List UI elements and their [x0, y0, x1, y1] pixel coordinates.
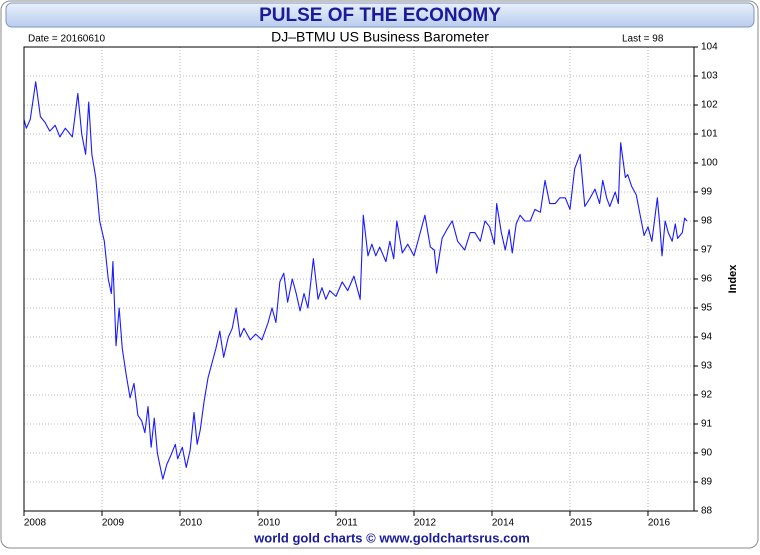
subtitle: DJ–BTMU US Business Barometer — [271, 29, 489, 45]
y-axis-label: Index — [727, 264, 739, 294]
y-tick-label: 99 — [701, 187, 713, 198]
chart-title: PULSE OF THE ECONOMY — [259, 5, 501, 26]
y-tick-label: 103 — [701, 71, 718, 82]
y-tick-label: 97 — [701, 245, 713, 256]
y-tick-label: 92 — [701, 390, 713, 401]
y-tick-label: 90 — [701, 448, 713, 459]
x-tick-label: 2014 — [492, 518, 515, 529]
data-line — [23, 81, 688, 480]
x-tick-label: 2016 — [648, 518, 671, 529]
date-note: Date = 20160610 — [28, 34, 105, 45]
x-tick-label: 2010 — [180, 518, 203, 529]
x-tick-label: 2011 — [336, 518, 358, 529]
plot-area: 88 89 90 91 92 93 94 95 96 97 98 99 100 101 102 103 104 2… — [23, 42, 718, 529]
y-tick-label: 96 — [701, 274, 713, 285]
y-tick-label: 102 — [701, 100, 718, 111]
y-tick-label: 88 — [701, 506, 713, 517]
x-tick-label: 2010 — [258, 518, 281, 529]
y-tick-label: 104 — [701, 42, 718, 53]
y-tick-label: 100 — [701, 158, 718, 169]
last-note: Last = 98 — [622, 34, 664, 45]
plot-border — [23, 46, 695, 512]
y-tick-label: 98 — [701, 216, 713, 227]
y-tick-label: 94 — [701, 332, 713, 343]
y-tick-label: 95 — [701, 303, 713, 314]
y-tick-label: 89 — [701, 477, 713, 488]
y-tick-label: 101 — [701, 129, 718, 140]
x-tick-label: 2012 — [414, 518, 437, 529]
x-tick-label: 2015 — [570, 518, 593, 529]
plot-background — [24, 47, 694, 511]
source: world gold charts © www.goldchartsrus.co… — [253, 530, 530, 545]
x-tick-label: 2009 — [102, 518, 125, 529]
y-tick-label: 93 — [701, 361, 713, 372]
title-bar — [5, 2, 755, 28]
x-tick-label: 2008 — [24, 518, 47, 529]
y-tick-label: 91 — [701, 419, 713, 430]
